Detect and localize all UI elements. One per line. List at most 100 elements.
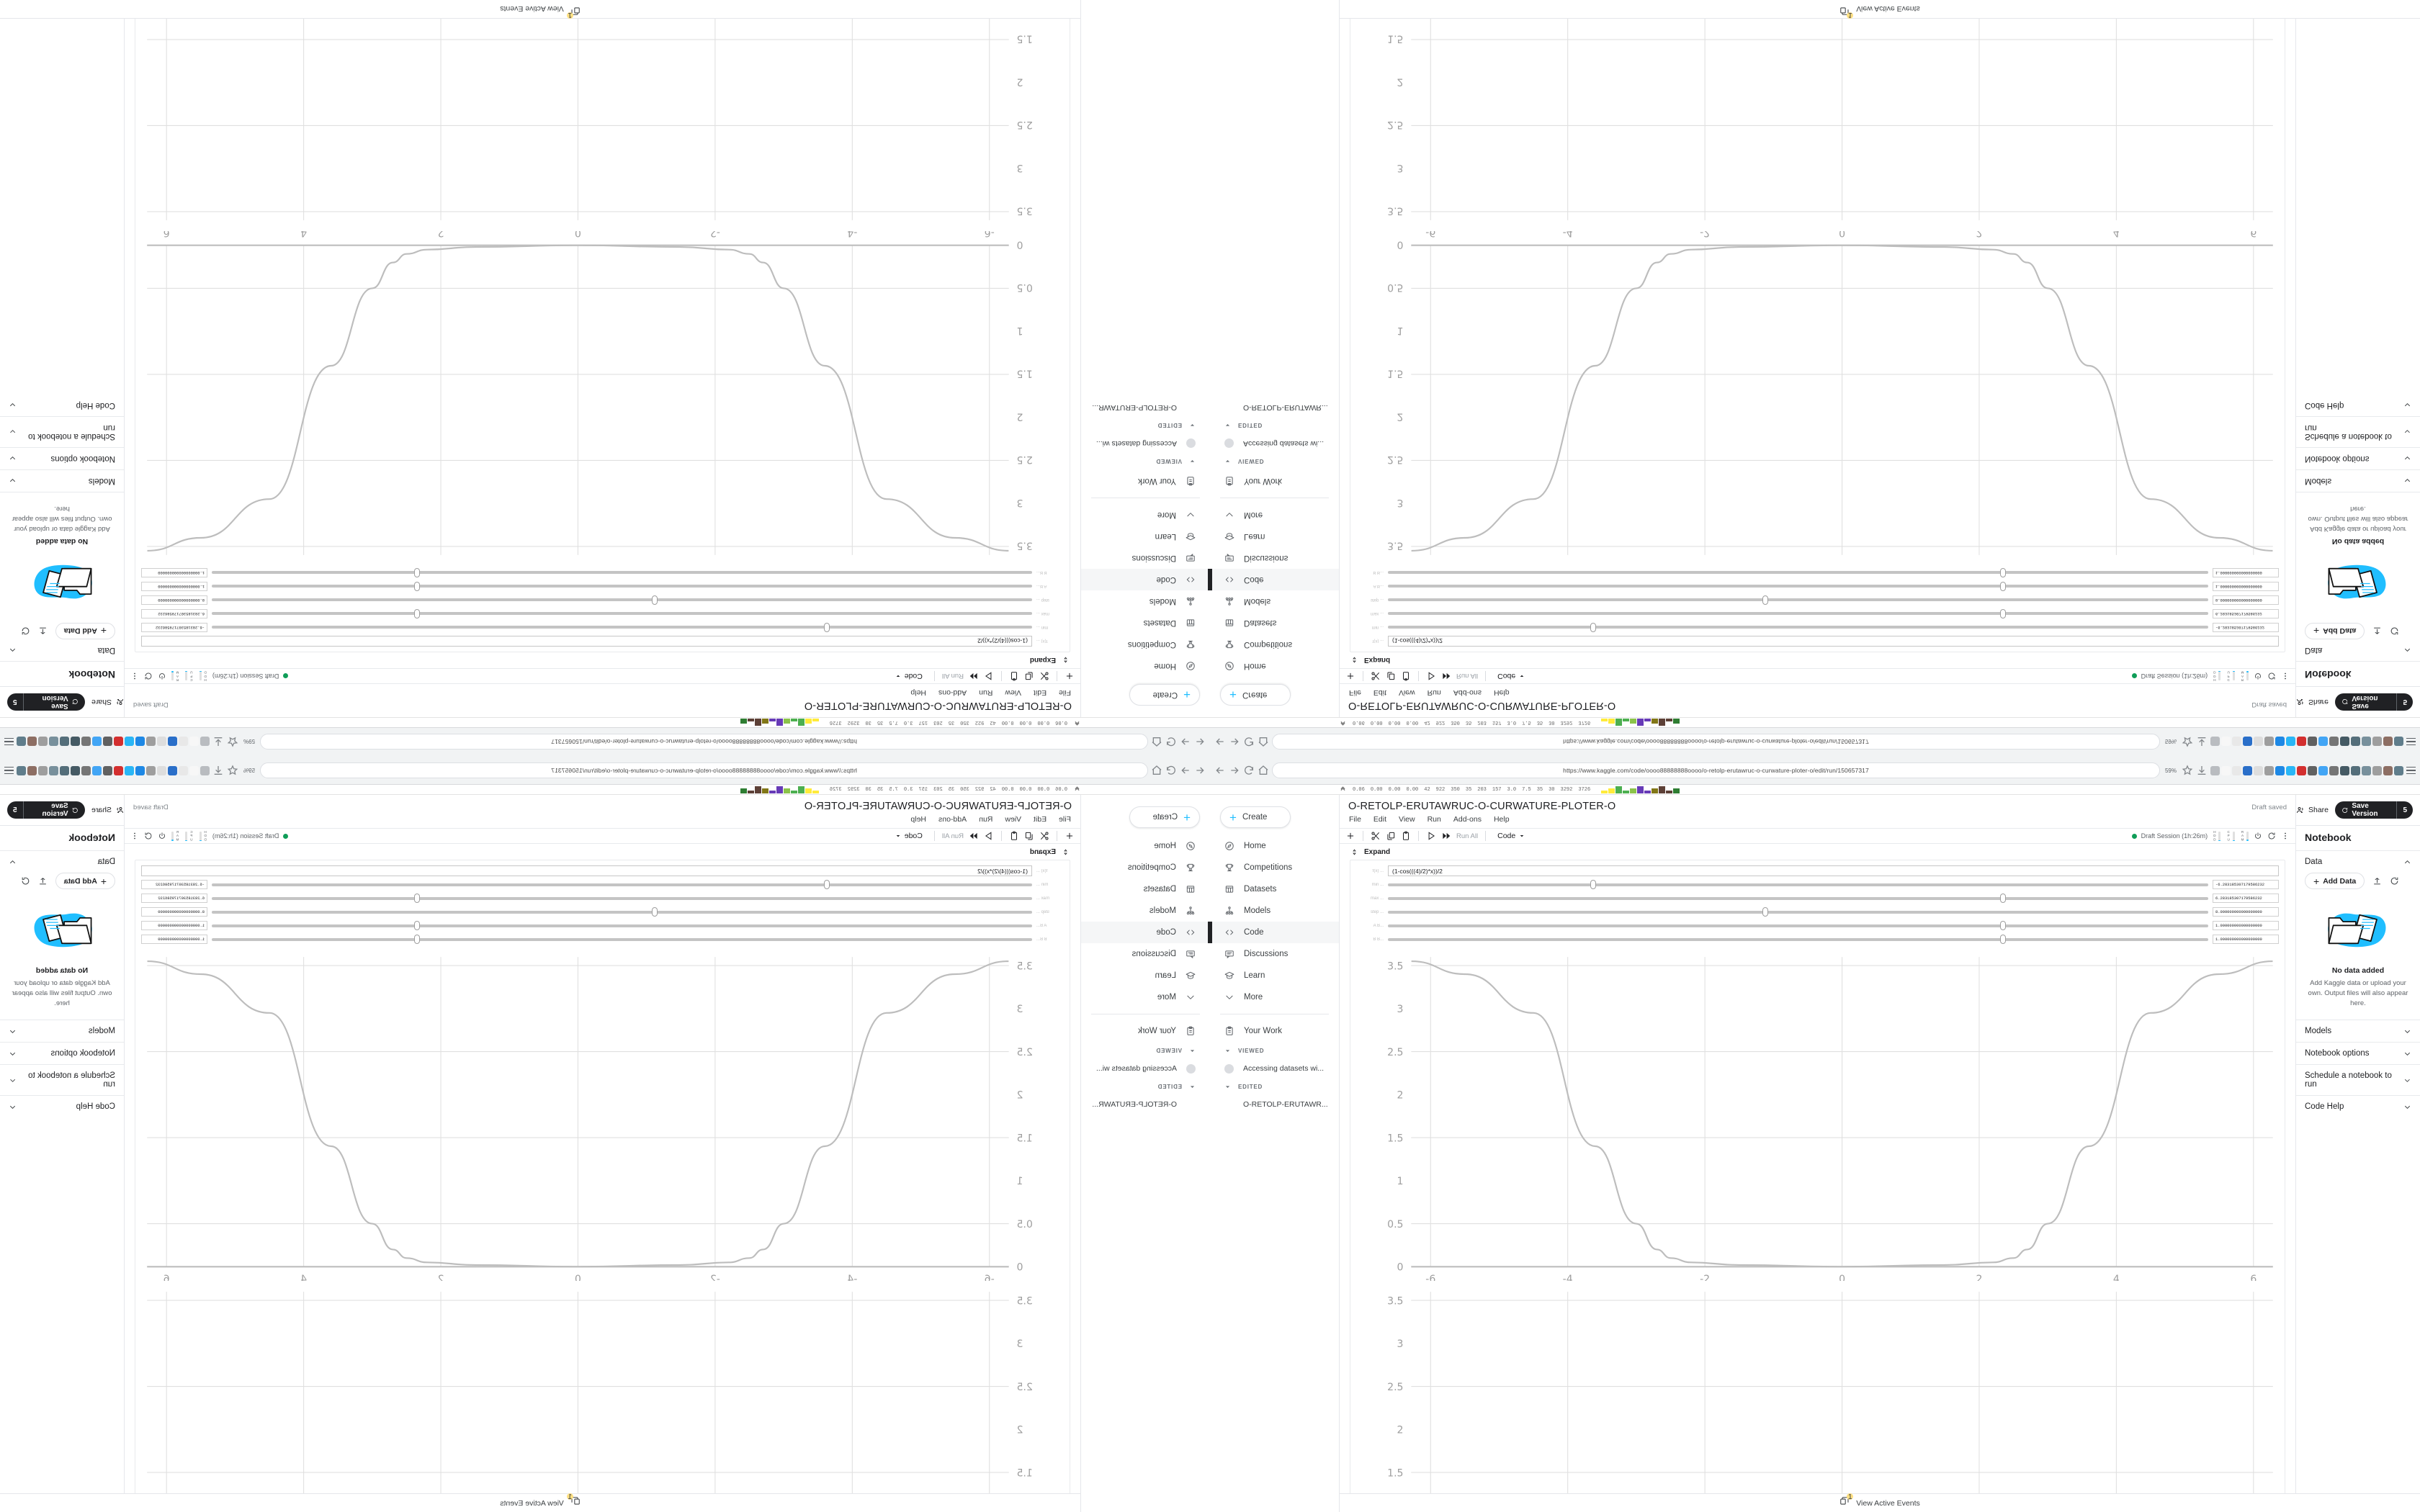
- add-data-button[interactable]: + Add Data: [2305, 623, 2365, 639]
- sidebar-item-models[interactable]: Models: [1081, 900, 1210, 922]
- extension-icon-17[interactable]: [2394, 737, 2403, 747]
- slider-knob[interactable]: [1762, 595, 1768, 605]
- expand-row[interactable]: Expand: [1340, 844, 2295, 858]
- extension-icon-6[interactable]: [2275, 765, 2285, 775]
- menu-add-ons[interactable]: Add-ons: [1453, 815, 1482, 824]
- extension-icon-15[interactable]: [38, 765, 48, 775]
- address-bar[interactable]: https://www.kaggle.com/code/oooo88888888…: [1272, 734, 2160, 750]
- refresh-icon[interactable]: [21, 876, 30, 886]
- sidebar-item-datasets[interactable]: Datasets: [1210, 878, 1339, 900]
- add-cell-icon[interactable]: [1345, 831, 1355, 841]
- extension-icon-1[interactable]: [189, 765, 199, 775]
- panel-section-code-help[interactable]: Code Help: [0, 394, 124, 417]
- upload-icon[interactable]: [2372, 626, 2382, 636]
- kebab-menu-icon[interactable]: [2281, 832, 2290, 840]
- slider-track[interactable]: [212, 608, 1032, 618]
- sidebar-recent-item[interactable]: O-RETOLP-ERUTAWR...: [1210, 1095, 1339, 1114]
- sidebar-item-code[interactable]: Code: [1081, 922, 1210, 943]
- slider-knob[interactable]: [413, 567, 420, 577]
- menu-view[interactable]: View: [1005, 815, 1021, 824]
- extension-icon-9[interactable]: [103, 765, 112, 775]
- extension-icon-6[interactable]: [135, 737, 145, 747]
- extension-icon-1[interactable]: [2221, 737, 2231, 747]
- extension-icon-2[interactable]: [2232, 737, 2241, 747]
- sidebar-group-edited[interactable]: EDITED: [1081, 417, 1210, 434]
- extension-icon-11[interactable]: [2329, 737, 2339, 747]
- cell-type-dropdown[interactable]: Code: [1497, 672, 1525, 680]
- extension-icon-12[interactable]: [2340, 737, 2349, 747]
- menu-run[interactable]: Run: [979, 815, 993, 824]
- extension-icon-3[interactable]: [168, 737, 177, 747]
- data-section-header[interactable]: Data: [2296, 639, 2420, 661]
- chevron-up-icon[interactable]: [1340, 786, 1346, 793]
- extension-icon-11[interactable]: [81, 765, 91, 775]
- sidebar-item-your-work[interactable]: Your Work: [1210, 470, 1339, 492]
- slider-track[interactable]: [1388, 935, 2208, 945]
- meter-cpu[interactable]: CPU: [2226, 670, 2235, 682]
- slider-track[interactable]: [1388, 567, 2208, 577]
- extension-icon-8[interactable]: [2297, 765, 2306, 775]
- home-icon[interactable]: [1151, 736, 1162, 747]
- download-icon[interactable]: [2196, 765, 2208, 776]
- expand-row[interactable]: Expand: [1340, 654, 2295, 668]
- active-events-bar[interactable]: 1 View Active Events: [1340, 1493, 2420, 1512]
- create-button[interactable]: + Create: [1129, 684, 1200, 706]
- active-events-bar[interactable]: 1 View Active Events: [0, 1493, 1080, 1512]
- run-all-label[interactable]: Run All: [941, 672, 964, 680]
- sidebar-item-datasets[interactable]: Datasets: [1210, 612, 1339, 634]
- sidebar-recent-item[interactable]: O-RETOLP-ERUTAWR...: [1210, 398, 1339, 417]
- power-icon[interactable]: [158, 672, 166, 680]
- sidebar-item-models[interactable]: Models: [1210, 900, 1339, 922]
- formula-input[interactable]: (1-cos(((4)/2)*x))/2: [141, 635, 1032, 647]
- expand-row[interactable]: Expand: [125, 654, 1080, 668]
- sidebar-item-learn[interactable]: Learn: [1081, 526, 1210, 547]
- panel-section-notebook-options[interactable]: Notebook options: [0, 447, 124, 470]
- reload-icon[interactable]: [1243, 765, 1255, 776]
- notebook-body[interactable]: f(x) ... (1-cos(((4)/2)*x))/2 min ... -6.…: [125, 858, 1080, 1512]
- sidebar-item-competitions[interactable]: Competitions: [1210, 857, 1339, 878]
- slider-track[interactable]: [1388, 595, 2208, 605]
- notebook-body[interactable]: f(x) ... (1-cos(((4)/2)*x))/2 min ... -6.…: [125, 0, 1080, 654]
- extension-icon-6[interactable]: [2275, 737, 2285, 747]
- chevron-up-icon[interactable]: [1074, 786, 1080, 793]
- slider-track[interactable]: [1388, 907, 2208, 917]
- extension-icon-0[interactable]: [2210, 737, 2220, 747]
- slider-value[interactable]: 1.000000000000000000: [2213, 567, 2279, 577]
- slider-track[interactable]: [212, 595, 1032, 605]
- extension-icon-3[interactable]: [168, 765, 177, 775]
- restart-icon[interactable]: [2267, 832, 2276, 840]
- panel-section-code-help[interactable]: Code Help: [0, 1095, 124, 1118]
- notebook-body[interactable]: f(x) ... (1-cos(((4)/2)*x))/2 min ... -6.…: [1340, 0, 2295, 654]
- formula-input[interactable]: (1-cos(((4)/2)*x))/2: [1388, 635, 2279, 647]
- extension-icon-10[interactable]: [2318, 765, 2328, 775]
- meter-hdd[interactable]: HDD: [2213, 670, 2221, 682]
- meter-ram[interactable]: RAM: [2241, 830, 2249, 842]
- extension-icon-14[interactable]: [2362, 765, 2371, 775]
- slider-value[interactable]: 1.000000000000000000: [141, 921, 207, 931]
- extension-icon-10[interactable]: [2318, 737, 2328, 747]
- slider-value[interactable]: 8.000000000000000000: [2213, 595, 2279, 605]
- extension-icon-16[interactable]: [2383, 765, 2393, 775]
- slider-knob[interactable]: [1762, 907, 1768, 917]
- sidebar-item-code[interactable]: Code: [1210, 569, 1339, 590]
- copy-icon[interactable]: [1024, 831, 1034, 841]
- sidebar-item-more[interactable]: More: [1210, 504, 1339, 526]
- data-section-header[interactable]: Data: [0, 639, 124, 661]
- panel-section-code-help[interactable]: Code Help: [2296, 394, 2420, 417]
- play-icon[interactable]: [1426, 671, 1436, 681]
- copy-icon[interactable]: [1386, 671, 1396, 681]
- menu-add-ons[interactable]: Add-ons: [938, 815, 967, 824]
- slider-track[interactable]: [212, 907, 1032, 917]
- extension-icon-5[interactable]: [2264, 765, 2274, 775]
- kebab-menu-icon[interactable]: [130, 832, 139, 840]
- sidebar-item-discussions[interactable]: Discussions: [1210, 943, 1339, 965]
- slider-knob[interactable]: [652, 595, 658, 605]
- sidebar-recent-item[interactable]: Accessing datasets wi...: [1081, 434, 1210, 453]
- panel-section-models[interactable]: Models: [0, 469, 124, 492]
- add-data-button[interactable]: + Add Data: [55, 623, 115, 639]
- create-button[interactable]: + Create: [1220, 806, 1291, 828]
- sidebar-recent-item[interactable]: Accessing datasets wi...: [1210, 1059, 1339, 1078]
- meter-ram[interactable]: RAM: [171, 830, 179, 842]
- add-data-button[interactable]: + Add Data: [2305, 873, 2365, 889]
- sidebar-item-learn[interactable]: Learn: [1081, 965, 1210, 986]
